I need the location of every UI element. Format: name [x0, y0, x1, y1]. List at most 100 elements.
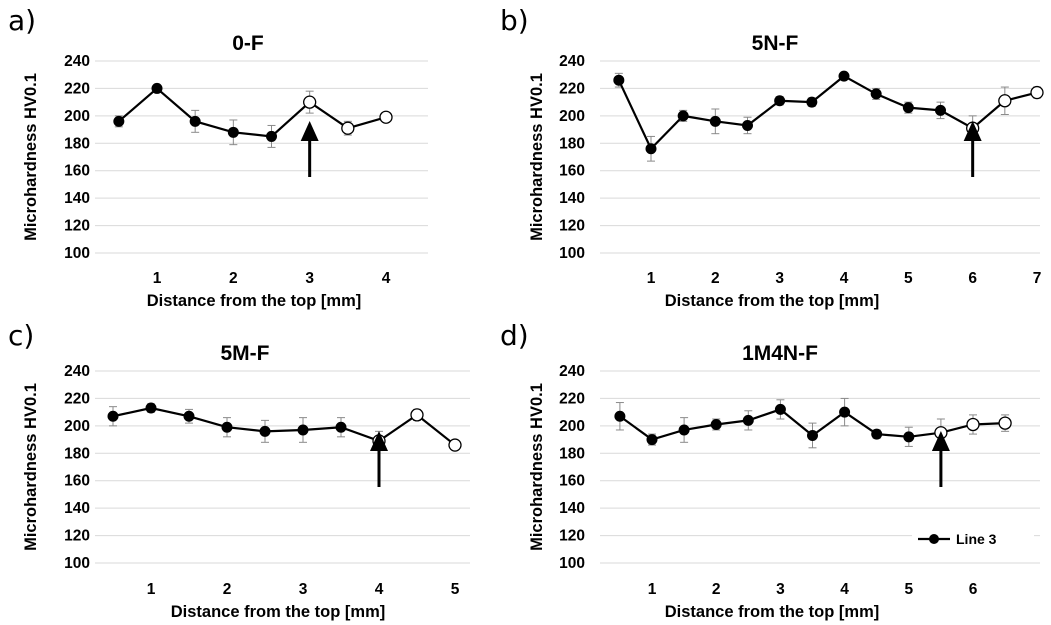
- arrow-head: [931, 431, 950, 451]
- y-tick-label: 120: [64, 528, 90, 545]
- y-tick-label: 180: [559, 445, 585, 462]
- legend-label: Line 3: [956, 531, 997, 547]
- x-axis-label: Distance from the top [mm]: [665, 603, 880, 621]
- y-tick-label: 220: [64, 80, 90, 97]
- y-tick-label: 160: [559, 473, 585, 490]
- data-point-open: [998, 94, 1012, 108]
- x-tick-label: 1: [147, 581, 156, 598]
- data-point: [113, 115, 125, 127]
- x-axis-label: Distance from the top [mm]: [665, 292, 880, 310]
- y-tick-label: 120: [64, 218, 90, 235]
- y-tick-label: 160: [559, 163, 585, 180]
- data-point: [774, 403, 786, 415]
- y-tick-label: 140: [64, 190, 90, 207]
- y-tick-label: 140: [559, 190, 585, 207]
- data-point: [742, 119, 753, 131]
- x-tick-label: 4: [382, 270, 391, 287]
- x-axis-label: Distance from the top [mm]: [147, 292, 362, 310]
- y-tick-label: 160: [64, 163, 90, 180]
- x-tick-label: 6: [968, 270, 977, 287]
- chart-panel-2: b) 5N-F 100 120 140 160 180 200 220 240 1 2 3 4 5 6 7 Dis…: [500, 4, 1044, 310]
- x-tick-label: 6: [969, 581, 978, 598]
- data-point: [645, 143, 657, 155]
- y-tick-label: 220: [559, 390, 585, 407]
- data-point: [151, 82, 163, 94]
- y-tick-label: 220: [559, 80, 585, 97]
- y-tick-label: 120: [559, 218, 585, 235]
- y-tick-label: 100: [64, 245, 90, 262]
- x-tick-label: 2: [223, 581, 232, 598]
- x-tick-label: 1: [648, 581, 657, 598]
- data-point: [806, 96, 818, 108]
- data-point: [189, 115, 201, 127]
- data-point: [614, 410, 626, 422]
- y-tick-label: 180: [64, 445, 90, 462]
- chart-title: 0-F: [232, 32, 264, 55]
- data-point: [613, 74, 625, 86]
- x-axis-label: Distance from the top [mm]: [171, 603, 386, 621]
- y-tick-label: 100: [559, 555, 585, 572]
- data-point: [221, 421, 233, 433]
- x-tick-label: 3: [775, 270, 784, 287]
- y-tick-label: 240: [64, 53, 90, 70]
- chart-panel-4: d) 1M4N-F 100 120 140 160 180 200 220 240 1 2 3 4 5 6 Di…: [500, 319, 1040, 621]
- y-tick-label: 140: [559, 500, 585, 517]
- data-point-open: [410, 408, 424, 422]
- arrow-head: [300, 121, 319, 141]
- arrow-head: [963, 121, 982, 141]
- y-tick-label: 200: [64, 108, 90, 125]
- x-tick-label: 5: [904, 581, 913, 598]
- x-tick-label: 2: [711, 270, 720, 287]
- data-point-open: [1030, 85, 1044, 100]
- data-point: [903, 431, 915, 443]
- data-point: [839, 406, 851, 418]
- x-tick-label: 4: [840, 581, 849, 598]
- y-tick-label: 100: [64, 555, 90, 572]
- chart-panel-1: a) 0-F 100 120 140 160 180 200 220 240 1 2 3 4 Distanc…: [8, 4, 428, 310]
- x-tick-label: 4: [840, 270, 849, 287]
- y-tick-label: 100: [559, 245, 585, 262]
- panel-letter: c): [8, 319, 34, 352]
- y-tick-label: 200: [64, 418, 90, 435]
- x-tick-label: 1: [647, 270, 656, 287]
- arrow-head: [370, 431, 388, 451]
- panel-letter: a): [8, 4, 36, 37]
- y-tick-label: 240: [559, 53, 585, 70]
- chart-title: 1M4N-F: [742, 342, 818, 365]
- y-tick-label: 200: [559, 108, 585, 125]
- y-axis-label: Microhardness HV0.1: [22, 383, 40, 551]
- data-point-open: [966, 417, 980, 432]
- chart-title: 5N-F: [752, 32, 799, 55]
- y-axis-label: Microhardness HV0.1: [22, 73, 40, 241]
- data-point: [709, 115, 721, 127]
- y-tick-label: 120: [559, 528, 585, 545]
- data-point-open: [448, 438, 462, 452]
- data-point-open: [998, 416, 1012, 430]
- data-point: [145, 402, 157, 414]
- data-point: [774, 95, 786, 107]
- series-line: [112, 406, 456, 446]
- data-point: [677, 110, 689, 122]
- data-point: [335, 421, 347, 433]
- data-point: [742, 414, 754, 426]
- x-tick-label: 3: [305, 270, 314, 287]
- y-axis-label: Microhardness HV0.1: [528, 73, 546, 241]
- data-point: [266, 130, 277, 142]
- data-point: [183, 410, 195, 422]
- x-tick-label: 2: [229, 270, 238, 287]
- y-tick-label: 180: [64, 135, 90, 152]
- data-point: [807, 429, 818, 441]
- x-tick-label: 3: [299, 581, 308, 598]
- y-tick-label: 220: [64, 390, 90, 407]
- series-line: [118, 86, 387, 138]
- data-point: [710, 418, 722, 430]
- data-point: [227, 126, 239, 138]
- data-point: [902, 102, 914, 114]
- x-tick-label: 5: [451, 581, 460, 598]
- y-tick-label: 200: [559, 418, 585, 435]
- x-tick-label: 4: [375, 581, 384, 598]
- panel-letter: d): [500, 319, 529, 352]
- data-point: [297, 424, 309, 436]
- data-point-open: [341, 121, 355, 135]
